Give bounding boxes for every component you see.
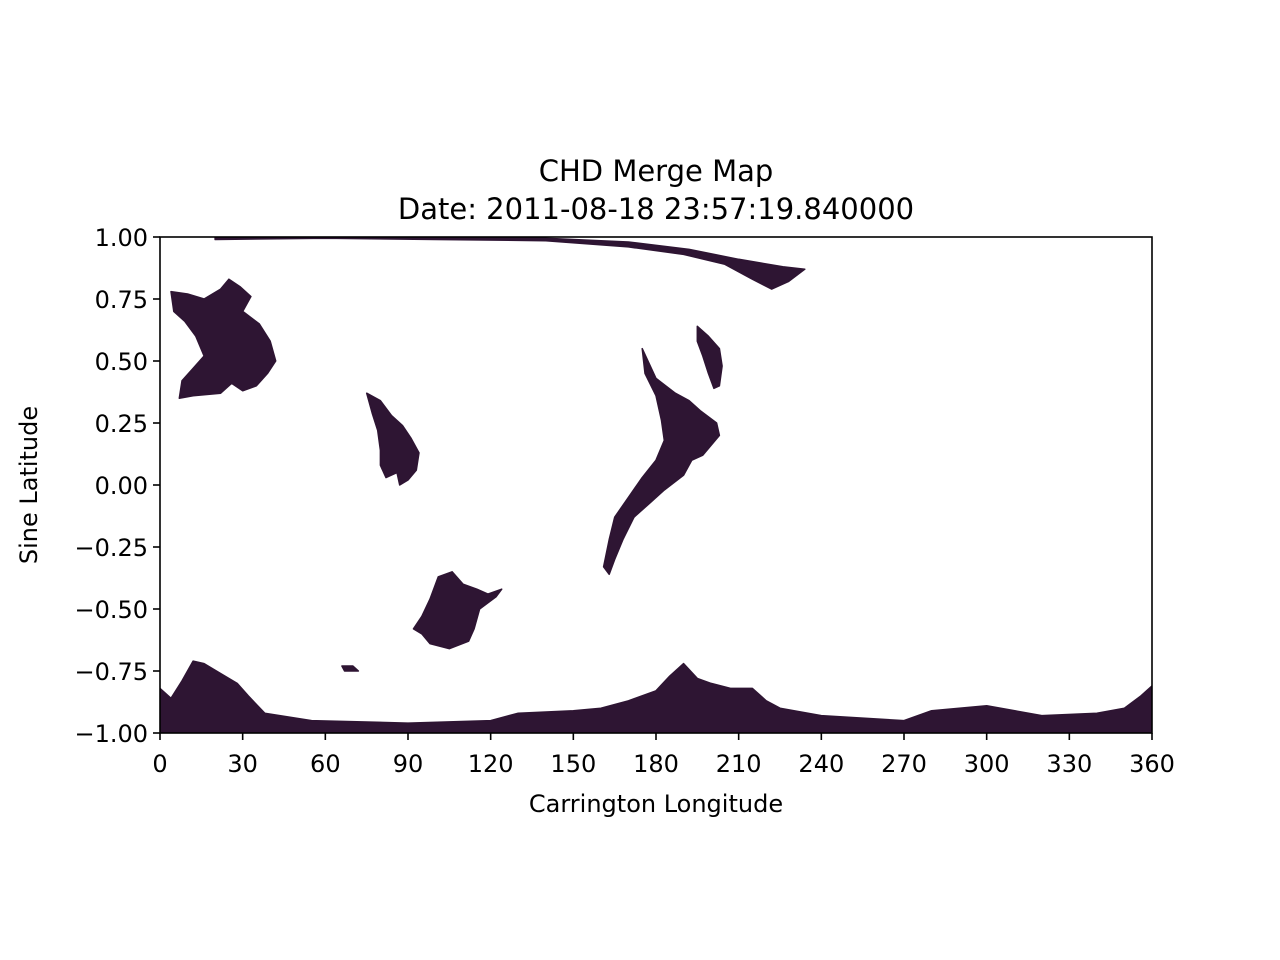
coronal-hole-regions	[160, 237, 1152, 733]
coronal-hole-region-7	[160, 660, 1152, 733]
y-tick-label: 0.75	[95, 286, 148, 314]
y-tick-label: −0.25	[74, 534, 148, 562]
chart-title: CHD Merge Map	[539, 154, 774, 188]
x-tick-label: 0	[152, 750, 167, 778]
coronal-hole-region-1	[214, 237, 806, 290]
x-axis: 0 30 60 90 120 150 180 210 240 270 300 330 360	[152, 733, 1175, 778]
x-tick-label: 270	[881, 750, 927, 778]
x-tick-label: 120	[468, 750, 514, 778]
x-tick-label: 240	[798, 750, 844, 778]
coronal-hole-region-5	[696, 325, 723, 390]
x-tick-label: 180	[633, 750, 679, 778]
y-tick-label: −0.75	[74, 658, 148, 686]
x-tick-label: 150	[550, 750, 596, 778]
coronal-hole-region-2	[170, 278, 277, 399]
plot-area	[159, 236, 1153, 734]
x-tick-label: 60	[310, 750, 341, 778]
x-axis-label: Carrington Longitude	[529, 790, 783, 818]
y-tick-label: 1.00	[95, 224, 148, 252]
x-tick-label: 210	[716, 750, 762, 778]
y-tick-label: −0.50	[74, 596, 148, 624]
x-tick-label: 90	[393, 750, 424, 778]
y-axis-label: Sine Latitude	[15, 406, 43, 564]
y-tick-label: 0.25	[95, 410, 148, 438]
coronal-hole-region-4	[602, 347, 721, 576]
chart-subtitle: Date: 2011-08-18 23:57:19.840000	[398, 192, 914, 226]
y-tick-label: −1.00	[74, 720, 148, 748]
coronal-hole-region-6	[412, 571, 503, 650]
y-tick-label: 0.00	[95, 472, 148, 500]
x-tick-label: 360	[1129, 750, 1175, 778]
x-tick-label: 300	[964, 750, 1010, 778]
x-tick-label: 330	[1046, 750, 1092, 778]
coronal-hole-region-3	[365, 392, 420, 486]
y-axis: 1.00 0.75 0.50 0.25 0.00 −0.25 −0.50 −0.75 −1.00	[74, 224, 160, 748]
y-tick-label: 0.50	[95, 348, 148, 376]
x-tick-label: 30	[227, 750, 258, 778]
coronal-hole-region-8	[341, 665, 360, 672]
